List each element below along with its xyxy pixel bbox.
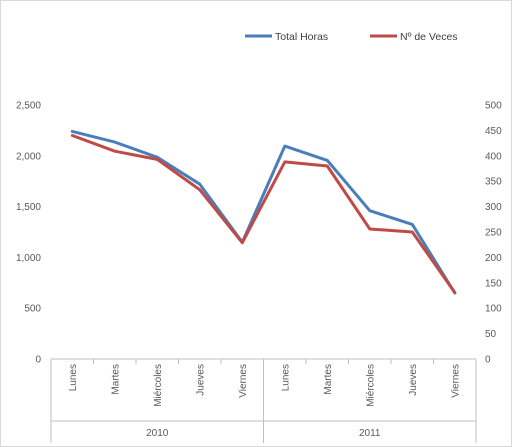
x-category-label: Martes — [110, 364, 121, 395]
x-category-label: Jueves — [195, 364, 206, 396]
series-line-total-horas — [70, 129, 457, 295]
y-right-tick-label: 0 — [485, 355, 491, 366]
x-category-label: Miércoles — [153, 364, 164, 407]
x-category-label: Lunes — [280, 364, 291, 391]
y-right-tick-label: 500 — [485, 101, 502, 112]
y-left-tick-label: 500 — [24, 304, 41, 315]
legend-label: Total Horas — [275, 31, 328, 43]
y-left-tick-label: 2,500 — [16, 101, 41, 112]
series-line-n-de-veces — [70, 134, 457, 294]
x-category-label: Lunes — [68, 364, 79, 391]
y-left-tick-label: 2,000 — [16, 151, 41, 162]
legend-label: Nº de Veces — [400, 31, 458, 43]
y-right-tick-label: 100 — [485, 304, 502, 315]
y-right-tick-label: 300 — [485, 202, 502, 213]
y-right-tick-label: 50 — [485, 329, 497, 340]
x-category-label: Viernes — [450, 364, 461, 398]
y-right-tick-label: 400 — [485, 151, 502, 162]
y-right-tick-label: 450 — [485, 126, 502, 137]
y-left-tick-label: 0 — [35, 355, 41, 366]
y-right-tick-label: 250 — [485, 228, 502, 239]
y-left-tick-label: 1,000 — [16, 253, 41, 264]
x-group-label: 2010 — [146, 428, 169, 439]
y-left-tick-label: 1,500 — [16, 202, 41, 213]
x-category-label: Martes — [323, 364, 334, 395]
x-category-label: Viernes — [238, 364, 249, 398]
y-right-tick-label: 200 — [485, 253, 502, 264]
y-right-tick-label: 150 — [485, 278, 502, 289]
x-category-label: Miércoles — [365, 364, 376, 407]
x-category-label: Jueves — [408, 364, 419, 396]
x-group-label: 2011 — [359, 428, 381, 439]
y-right-tick-label: 350 — [485, 177, 502, 188]
